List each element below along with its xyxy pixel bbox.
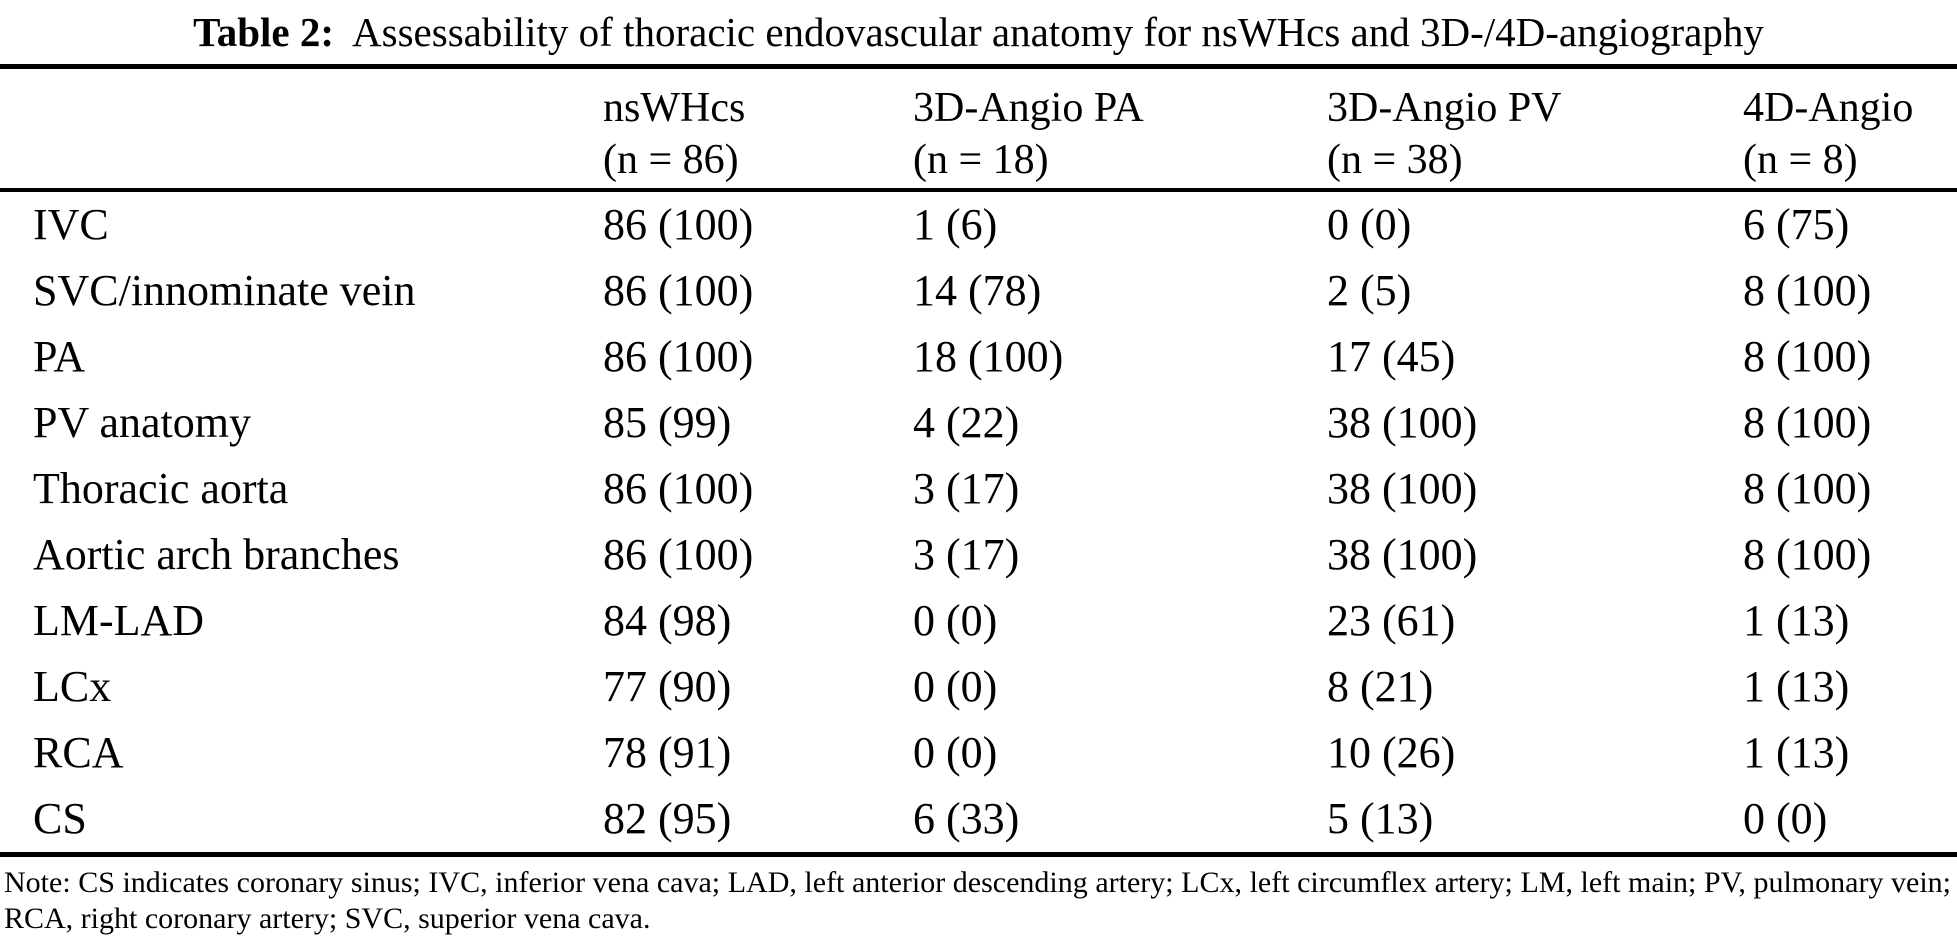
assessability-table: nsWHcs (n = 86) 3D-Angio PA (n = 18) 3D-… <box>0 64 1957 857</box>
data-cell: 77 (90) <box>603 662 732 711</box>
table-title-text: Assessability of thoracic endovascular a… <box>352 9 1764 55</box>
data-cell: 1 (6) <box>913 200 998 249</box>
table-row-ivc: IVC 86 (100) 1 (6) 0 (0) 6 (75) <box>0 190 1957 258</box>
data-cell: 0 (0) <box>1743 794 1828 843</box>
table-header: nsWHcs (n = 86) 3D-Angio PA (n = 18) 3D-… <box>0 66 1957 192</box>
data-cell: 10 (26) <box>1327 728 1456 777</box>
data-cell: 2 (5) <box>1327 266 1412 315</box>
data-cell: 38 (100) <box>1327 398 1478 447</box>
data-cell: 5 (13) <box>1327 794 1434 843</box>
table-row-pa: PA 86 (100) 18 (100) 17 (45) 8 (100) <box>0 324 1957 390</box>
data-cell: 1 (13) <box>1743 728 1850 777</box>
data-cell: 8 (100) <box>1743 398 1872 447</box>
header-label: 4D-Angio <box>1743 85 1914 131</box>
table-row-pv-anatomy: PV anatomy 85 (99) 4 (22) 38 (100) 8 (10… <box>0 390 1957 456</box>
data-cell: 8 (100) <box>1743 266 1872 315</box>
data-cell: 6 (33) <box>913 794 1020 843</box>
data-cell: 4 (22) <box>913 398 1020 447</box>
header-cell-3d-angio-pv: 3D-Angio PV (n = 38) <box>1294 66 1710 192</box>
data-cell: 23 (61) <box>1327 596 1456 645</box>
table-number-label: Table 2: <box>193 9 335 55</box>
table-title: Table 2: Assessability of thoracic endova… <box>0 0 1957 62</box>
table-row-rca: RCA 78 (91) 0 (0) 10 (26) 1 (13) <box>0 720 1957 786</box>
header-cell-4d-angio: 4D-Angio (n = 8) <box>1710 66 1957 192</box>
data-cell: 0 (0) <box>913 596 998 645</box>
table-body: IVC 86 (100) 1 (6) 0 (0) 6 (75) SVC/inno… <box>0 190 1957 855</box>
header-label: nsWHcs <box>603 85 746 131</box>
row-label: PA <box>33 332 86 381</box>
row-label: LCx <box>33 662 112 711</box>
row-label: SVC/innominate vein <box>33 266 416 315</box>
data-cell: 6 (75) <box>1743 200 1850 249</box>
data-cell: 1 (13) <box>1743 662 1850 711</box>
data-cell: 3 (17) <box>913 464 1020 513</box>
header-cell-nswhcs: nsWHcs (n = 86) <box>570 66 880 192</box>
data-cell: 8 (100) <box>1743 530 1872 579</box>
data-cell: 0 (0) <box>1327 200 1412 249</box>
header-n: (n = 18) <box>913 137 1049 183</box>
row-label: IVC <box>33 200 109 249</box>
data-cell: 85 (99) <box>603 398 732 447</box>
data-cell: 0 (0) <box>913 662 998 711</box>
data-cell: 78 (91) <box>603 728 732 777</box>
header-n: (n = 86) <box>603 137 739 183</box>
data-cell: 38 (100) <box>1327 464 1478 513</box>
data-cell: 8 (100) <box>1743 332 1872 381</box>
table-row-aortic-arch-branches: Aortic arch branches 86 (100) 3 (17) 38 … <box>0 522 1957 588</box>
header-label: 3D-Angio PV <box>1327 85 1562 131</box>
row-label: Thoracic aorta <box>33 464 289 513</box>
table-row-lcx: LCx 77 (90) 0 (0) 8 (21) 1 (13) <box>0 654 1957 720</box>
table-row-lm-lad: LM-LAD 84 (98) 0 (0) 23 (61) 1 (13) <box>0 588 1957 654</box>
header-row: nsWHcs (n = 86) 3D-Angio PA (n = 18) 3D-… <box>0 66 1957 192</box>
header-n: (n = 38) <box>1327 137 1463 183</box>
table-row-cs: CS 82 (95) 6 (33) 5 (13) 0 (0) <box>0 786 1957 855</box>
row-label: RCA <box>33 728 124 777</box>
data-cell: 8 (100) <box>1743 464 1872 513</box>
data-cell: 82 (95) <box>603 794 732 843</box>
row-label: PV anatomy <box>33 398 251 447</box>
table-row-svc-innominate-vein: SVC/innominate vein 86 (100) 14 (78) 2 (… <box>0 258 1957 324</box>
data-cell: 86 (100) <box>603 530 754 579</box>
row-label: Aortic arch branches <box>33 530 400 579</box>
header-cell-rowlabels <box>0 66 570 192</box>
row-label: CS <box>33 794 87 843</box>
data-cell: 0 (0) <box>913 728 998 777</box>
data-cell: 84 (98) <box>603 596 732 645</box>
data-cell: 86 (100) <box>603 266 754 315</box>
table-row-thoracic-aorta: Thoracic aorta 86 (100) 3 (17) 38 (100) … <box>0 456 1957 522</box>
data-cell: 18 (100) <box>913 332 1064 381</box>
row-label: LM-LAD <box>33 596 205 645</box>
data-cell: 8 (21) <box>1327 662 1434 711</box>
data-cell: 86 (100) <box>603 200 754 249</box>
data-cell: 17 (45) <box>1327 332 1456 381</box>
data-cell: 1 (13) <box>1743 596 1850 645</box>
header-cell-3d-angio-pa: 3D-Angio PA (n = 18) <box>880 66 1294 192</box>
data-cell: 14 (78) <box>913 266 1042 315</box>
data-cell: 86 (100) <box>603 464 754 513</box>
header-n: (n = 8) <box>1743 137 1858 183</box>
data-cell: 86 (100) <box>603 332 754 381</box>
header-label: 3D-Angio PA <box>913 85 1144 131</box>
table-footnote: Note: CS indicates coronary sinus; IVC, … <box>4 866 1951 935</box>
data-cell: 3 (17) <box>913 530 1020 579</box>
data-cell: 38 (100) <box>1327 530 1478 579</box>
